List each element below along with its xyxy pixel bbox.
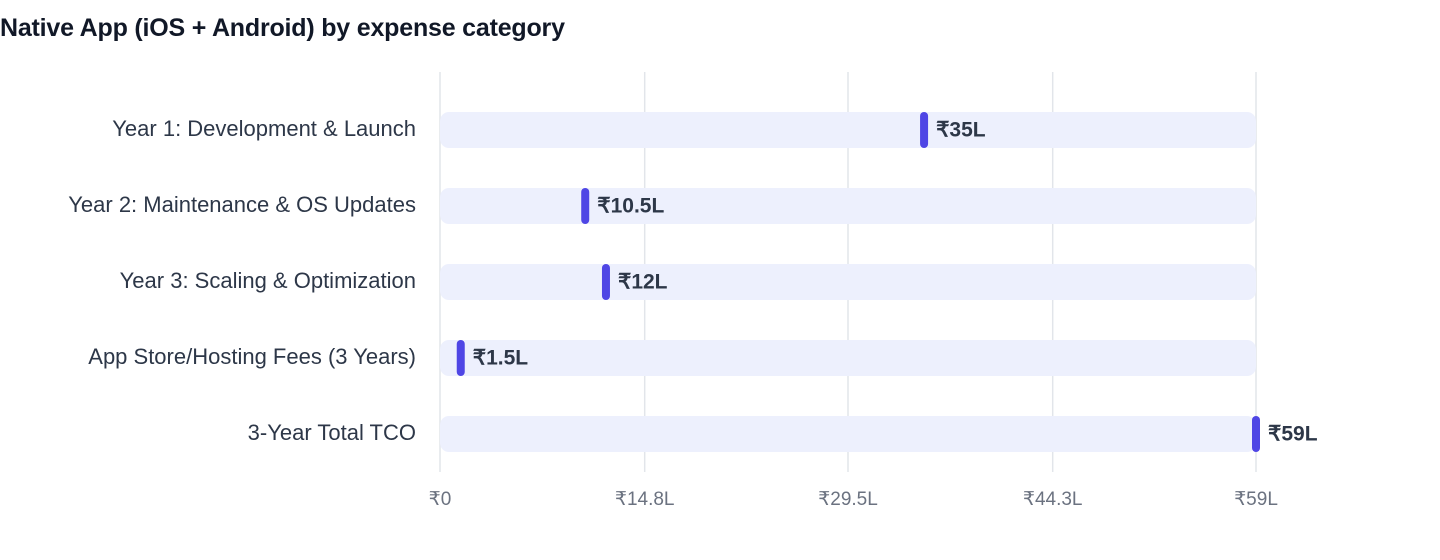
bar-value-marker	[920, 112, 929, 148]
category-label: 3-Year Total TCO	[248, 420, 416, 445]
bar-rows: Year 1: Development & Launch ₹35L Year 2: …	[68, 112, 1318, 452]
chart-title: Native App (iOS + Android) by expense ca…	[0, 14, 565, 42]
x-axis: ₹0 ₹14.8L ₹29.5L ₹44.3L ₹59L	[429, 489, 1278, 510]
x-tick-label: ₹59L	[1234, 489, 1278, 510]
value-label: ₹1.5L	[473, 347, 529, 370]
bar-row: Year 3: Scaling & Optimization ₹12L	[120, 264, 1256, 300]
bar-track	[440, 112, 1256, 148]
bar-value-marker	[581, 188, 590, 224]
bar-row: Year 2: Maintenance & OS Updates ₹10.5L	[68, 188, 1256, 224]
bar-row: App Store/Hosting Fees (3 Years) ₹1.5L	[88, 340, 1256, 376]
x-tick-label: ₹14.8L	[615, 489, 675, 510]
bar-row: 3-Year Total TCO ₹59L	[248, 416, 1318, 452]
category-label: Year 2: Maintenance & OS Updates	[68, 192, 416, 217]
bar-value-marker	[601, 264, 610, 300]
category-label: Year 1: Development & Launch	[112, 116, 416, 141]
category-label: App Store/Hosting Fees (3 Years)	[88, 344, 416, 369]
value-label: ₹10.5L	[597, 195, 664, 218]
bar-track	[440, 264, 1256, 300]
x-tick-label: ₹0	[429, 489, 452, 510]
x-tick-label: ₹29.5L	[818, 489, 878, 510]
bar-track	[440, 340, 1256, 376]
bar-value-marker	[1252, 416, 1260, 452]
value-label: ₹35L	[936, 119, 986, 142]
bar-row: Year 1: Development & Launch ₹35L	[112, 112, 1256, 148]
category-label: Year 3: Scaling & Optimization	[120, 268, 416, 293]
value-label: ₹12L	[618, 271, 668, 294]
x-tick-label: ₹44.3L	[1023, 489, 1083, 510]
value-label: ₹59L	[1268, 423, 1318, 446]
bar-track	[440, 416, 1256, 452]
bar-track	[440, 188, 1256, 224]
bar-value-marker	[456, 340, 465, 376]
